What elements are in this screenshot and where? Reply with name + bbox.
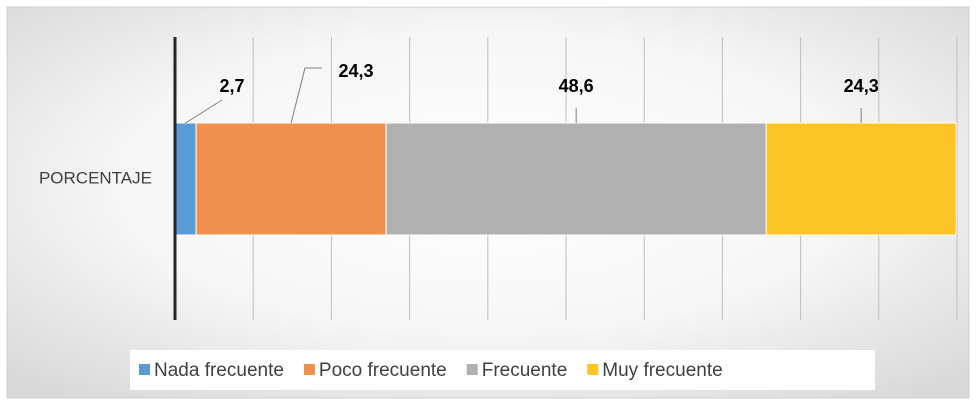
legend: Nada frecuente Poco frecuente Frecuente Muy… [139,360,723,381]
legend-swatch [303,364,315,375]
bar-segment [385,122,767,236]
data-label: 2,7 [219,76,244,96]
legend-label: Frecuente [482,360,568,381]
bars [174,122,957,236]
leader-line [290,67,322,124]
bar-segment [195,122,387,236]
legend-label: Poco frecuente [319,360,447,381]
legend-swatch [587,364,599,375]
bar-segment [765,122,957,236]
bar-segment [174,122,197,236]
legend-swatch [139,364,150,375]
data-labels: 2,7 24,3 48,6 24,3 [185,61,879,124]
legend-box [130,350,875,390]
data-label: 48,6 [559,76,594,96]
legend-swatch [466,364,478,375]
leader-line [185,99,223,124]
data-label: 24,3 [844,76,879,96]
legend-label: Muy frecuente [602,360,722,381]
data-label: 24,3 [338,61,373,81]
y-tick-label: PORCENTAJE [39,168,152,187]
legend-label: Nada frecuente [154,360,284,381]
